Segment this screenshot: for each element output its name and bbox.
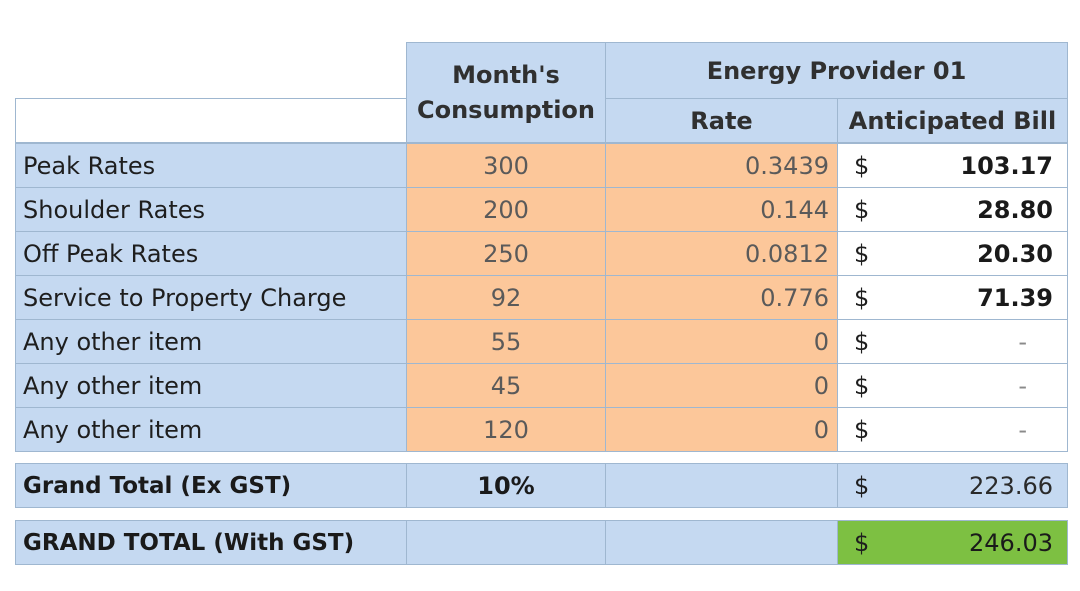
anticipated-bill-cell[interactable]: $ -: [837, 319, 1068, 364]
currency-symbol: $: [854, 327, 870, 356]
grand-total-ex-gst-amount: 223.66: [969, 471, 1053, 500]
with-gst-rate-blank-cell[interactable]: [605, 520, 838, 565]
row-label[interactable]: Any other item: [15, 363, 407, 408]
grand-total-ex-gst-label[interactable]: Grand Total (Ex GST): [15, 463, 407, 508]
rate-cell[interactable]: 0: [605, 363, 838, 408]
row-label[interactable]: Off Peak Rates: [15, 231, 407, 276]
consumption-cell[interactable]: 55: [406, 319, 606, 364]
anticipated-bill-cell[interactable]: $71.39: [837, 275, 1068, 320]
row-label[interactable]: Any other item: [15, 319, 407, 364]
anticipated-bill-value: -: [1018, 371, 1027, 400]
currency-symbol: $: [854, 415, 870, 444]
with-gst-consumption-blank-cell[interactable]: [406, 520, 606, 565]
consumption-header[interactable]: Month's Consumption: [406, 42, 606, 143]
consumption-cell[interactable]: 200: [406, 187, 606, 232]
currency-symbol: $: [854, 239, 870, 268]
rate-header[interactable]: Rate: [605, 98, 838, 143]
anticipated-bill-value: 71.39: [977, 283, 1053, 312]
grand-total-with-gst-label[interactable]: GRAND TOTAL (With GST): [15, 520, 407, 565]
corner-blank-cell: [15, 98, 407, 143]
currency-symbol: $: [854, 371, 870, 400]
row-label[interactable]: Peak Rates: [15, 143, 407, 188]
anticipated-bill-cell[interactable]: $28.80: [837, 187, 1068, 232]
row-label[interactable]: Service to Property Charge: [15, 275, 407, 320]
consumption-cell[interactable]: 92: [406, 275, 606, 320]
consumption-header-line1: Month's: [452, 60, 560, 89]
grand-total-with-gst-amount-cell[interactable]: $ 246.03: [837, 520, 1068, 565]
rate-cell[interactable]: 0.776: [605, 275, 838, 320]
provider-header[interactable]: Energy Provider 01: [605, 42, 1068, 99]
ex-gst-rate-blank-cell[interactable]: [605, 463, 838, 508]
consumption-cell[interactable]: 300: [406, 143, 606, 188]
anticipated-bill-cell[interactable]: $ -: [837, 363, 1068, 408]
row-label[interactable]: Shoulder Rates: [15, 187, 407, 232]
rate-cell[interactable]: 0: [605, 407, 838, 452]
consumption-cell[interactable]: 120: [406, 407, 606, 452]
gst-rate-cell[interactable]: 10%: [406, 463, 606, 508]
rate-cell[interactable]: 0.144: [605, 187, 838, 232]
anticipated-bill-value: 28.80: [977, 195, 1053, 224]
currency-symbol: $: [854, 195, 870, 224]
currency-symbol: $: [854, 283, 870, 312]
currency-symbol: $: [854, 151, 870, 180]
anticipated-bill-value: -: [1018, 415, 1027, 444]
row-label[interactable]: Any other item: [15, 407, 407, 452]
consumption-header-line2: Consumption: [416, 95, 596, 124]
rate-cell[interactable]: 0.3439: [605, 143, 838, 188]
anticipated-bill-cell[interactable]: $103.17: [837, 143, 1068, 188]
anticipated-bill-value: 20.30: [977, 239, 1053, 268]
rate-cell[interactable]: 0: [605, 319, 838, 364]
anticipated-bill-cell[interactable]: $ -: [837, 407, 1068, 452]
grand-total-with-gst-amount: 246.03: [969, 528, 1053, 557]
anticipated-bill-value: 103.17: [960, 151, 1053, 180]
anticipated-bill-value: -: [1018, 327, 1027, 356]
grand-total-ex-gst-amount-cell[interactable]: $ 223.66: [837, 463, 1068, 508]
consumption-cell[interactable]: 45: [406, 363, 606, 408]
bill-header[interactable]: Anticipated Bill: [837, 98, 1068, 143]
rate-cell[interactable]: 0.0812: [605, 231, 838, 276]
currency-symbol: $: [854, 471, 870, 500]
currency-symbol: $: [854, 528, 870, 557]
anticipated-bill-cell[interactable]: $20.30: [837, 231, 1068, 276]
consumption-cell[interactable]: 250: [406, 231, 606, 276]
